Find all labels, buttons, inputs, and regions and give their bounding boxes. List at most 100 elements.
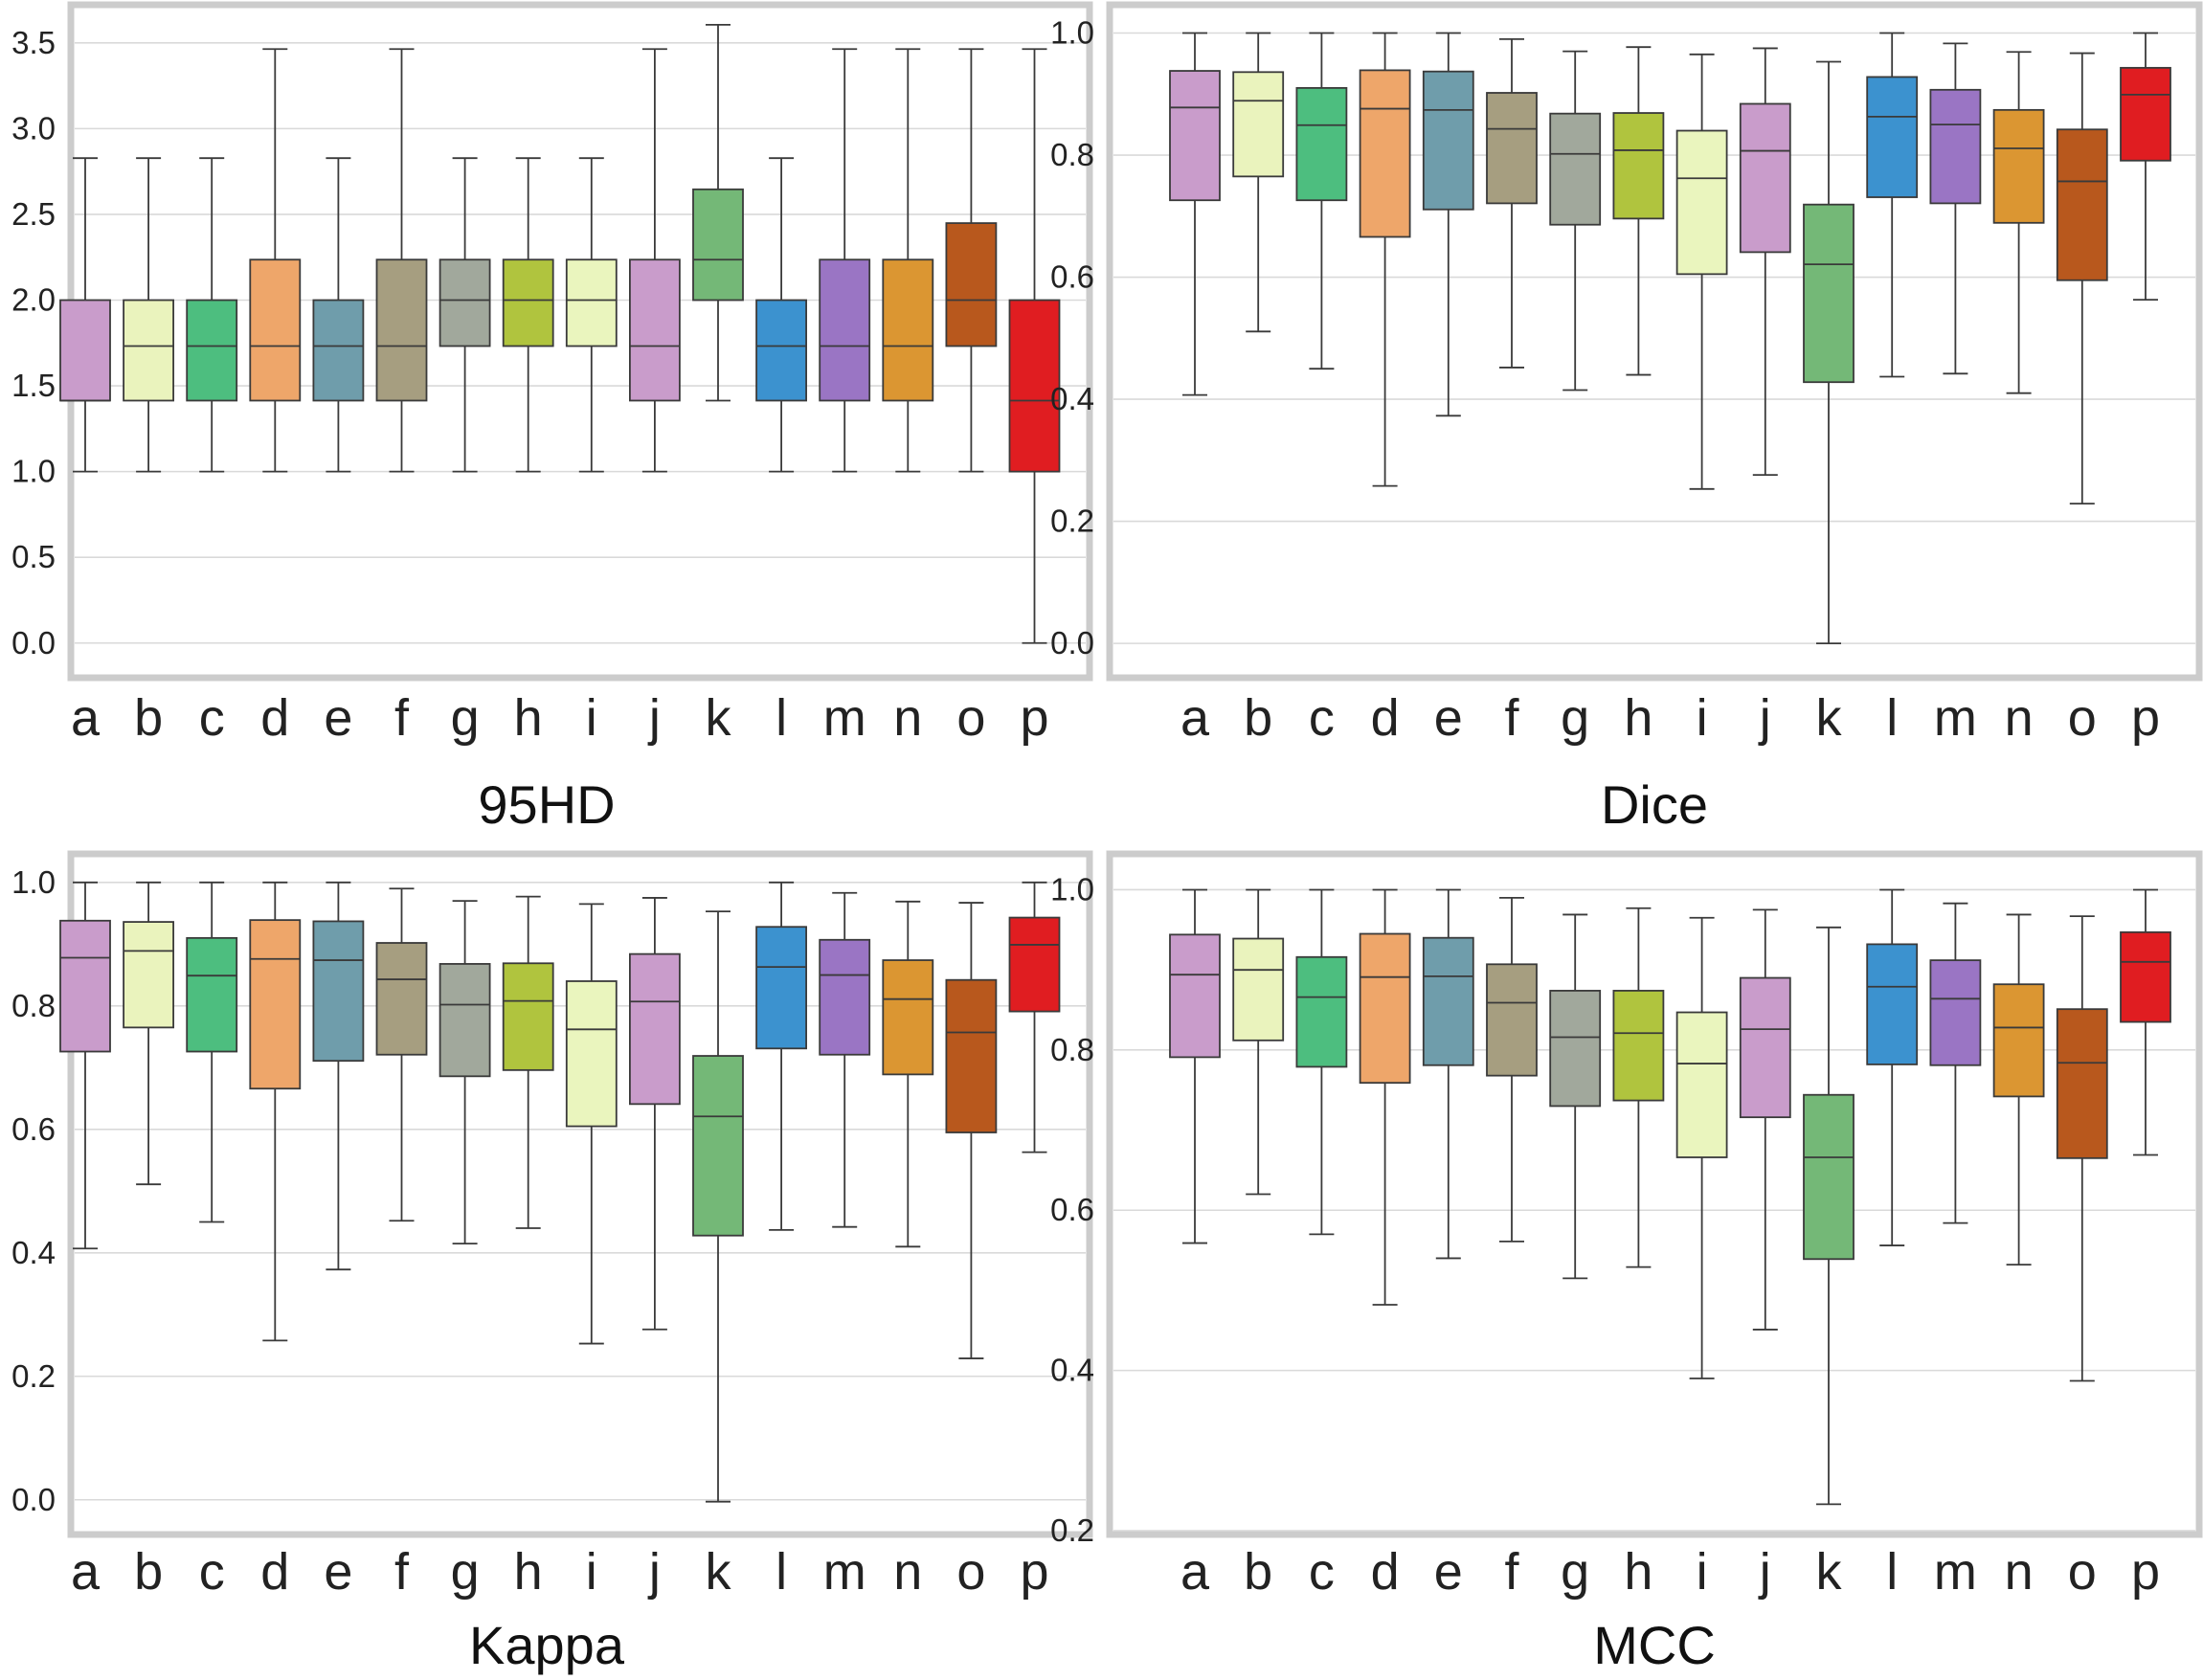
x-tick-label: p: [2131, 1543, 2160, 1601]
y-tick-label: 0.6: [1050, 1192, 1094, 1227]
iqr-box: [945, 978, 998, 1133]
x-tick-label: i: [586, 689, 597, 747]
box-h: [1612, 46, 1665, 376]
box-h: [502, 895, 554, 1229]
x-tick-label: k: [706, 1543, 732, 1601]
box-i: [565, 157, 618, 473]
iqr-box: [1169, 70, 1221, 202]
x-tick-label: e: [1434, 689, 1463, 747]
x-tick-label: b: [134, 1543, 163, 1601]
iqr-box: [1486, 92, 1538, 205]
x-tick-label: o: [956, 689, 985, 747]
x-tick-label: j: [647, 1543, 661, 1601]
iqr-box: [1295, 955, 1348, 1068]
gridlines: [75, 881, 1086, 1501]
box-p: [2120, 888, 2171, 1156]
x-tick-label: k: [1816, 689, 1843, 747]
y-tick-label: 0.8: [1050, 137, 1094, 172]
box-p: [1008, 881, 1061, 1154]
y-tick-label: 1.5: [11, 368, 56, 403]
box-o: [2056, 915, 2108, 1382]
iqr-box: [819, 258, 871, 402]
iqr-box: [755, 299, 807, 402]
y-tick-label: 0.8: [1050, 1032, 1094, 1067]
y-tick-label: 0.4: [1050, 381, 1094, 416]
x-tick-label: l: [776, 1543, 787, 1601]
box-o: [945, 902, 998, 1359]
box-f: [1486, 37, 1538, 369]
y-tick-label: 0.5: [11, 539, 56, 574]
box-j: [629, 897, 681, 1331]
y-tick-label: 1.0: [11, 454, 56, 489]
box-j: [629, 48, 681, 473]
box-k: [1803, 60, 1855, 645]
iqr-box: [692, 188, 744, 302]
x-tick-label: m: [823, 1543, 866, 1601]
iqr-box: [1169, 933, 1221, 1059]
iqr-box: [1675, 1011, 1728, 1158]
iqr-box: [1866, 76, 1919, 198]
box-k: [1803, 926, 1855, 1506]
x-tick-label: h: [1624, 1543, 1652, 1601]
iqr-box: [186, 299, 238, 402]
y-tick-label: 0.2: [1050, 504, 1094, 539]
boxes: [1169, 32, 2171, 645]
box-m: [1929, 42, 1982, 375]
x-tick-label: m: [823, 689, 866, 747]
box-d: [1359, 888, 1411, 1306]
box-n: [882, 48, 934, 473]
box-o: [945, 48, 998, 473]
x-tick-label: l: [1886, 1543, 1898, 1601]
iqr-box: [249, 919, 302, 1090]
box-m: [1929, 902, 1982, 1224]
x-tick-label: i: [1697, 1543, 1708, 1601]
x-tick-label: l: [1886, 689, 1898, 747]
x-tick-label: c: [1309, 689, 1335, 747]
x-tick-label: n: [2005, 1543, 2034, 1601]
box-c: [186, 157, 238, 473]
x-tick-label: k: [1816, 1543, 1843, 1601]
x-tick-label: n: [2005, 689, 2034, 747]
iqr-box: [1612, 990, 1665, 1102]
box-l: [1866, 888, 1919, 1246]
y-tick-label: 2.5: [11, 196, 56, 232]
x-tick-label: a: [71, 689, 101, 747]
iqr-box: [2056, 1008, 2108, 1159]
iqr-box: [1359, 69, 1411, 238]
iqr-box: [755, 926, 807, 1050]
x-tick-label: c: [199, 1543, 225, 1601]
x-tick-label: d: [260, 1543, 289, 1601]
iqr-box: [1422, 936, 1474, 1066]
x-tick-label: f: [1504, 689, 1519, 747]
x-tick-label: n: [893, 1543, 922, 1601]
boxes: [1169, 888, 2171, 1506]
iqr-box: [1929, 88, 1982, 205]
box-f: [1486, 896, 1538, 1243]
box-g: [438, 900, 491, 1244]
box-b: [123, 157, 175, 473]
y-tick-label: 0.6: [11, 1111, 56, 1147]
x-tick-label: e: [1434, 1543, 1463, 1601]
y-tick-label: 1.0: [11, 864, 56, 900]
box-b: [123, 881, 175, 1186]
iqr-box: [59, 299, 111, 402]
box-f: [375, 887, 428, 1222]
x-tick-label: d: [1371, 1543, 1400, 1601]
iqr-box: [882, 258, 934, 402]
x-tick-label: o: [2068, 689, 2097, 747]
x-tick-label: n: [893, 689, 922, 747]
box-j: [1739, 908, 1791, 1331]
iqr-box: [882, 959, 934, 1076]
iqr-box: [1992, 108, 2045, 224]
iqr-box: [1232, 71, 1285, 178]
iqr-box: [1739, 102, 1791, 254]
iqr-box: [2056, 128, 2108, 281]
iqr-box: [312, 299, 365, 402]
box-e: [312, 881, 365, 1271]
x-tick-label: m: [1934, 1543, 1977, 1601]
box-d: [1359, 32, 1411, 487]
iqr-box: [1929, 959, 1982, 1066]
y-tick-labels: 0.0 0.2 0.4 0.6 0.8 1.0: [11, 864, 56, 1517]
